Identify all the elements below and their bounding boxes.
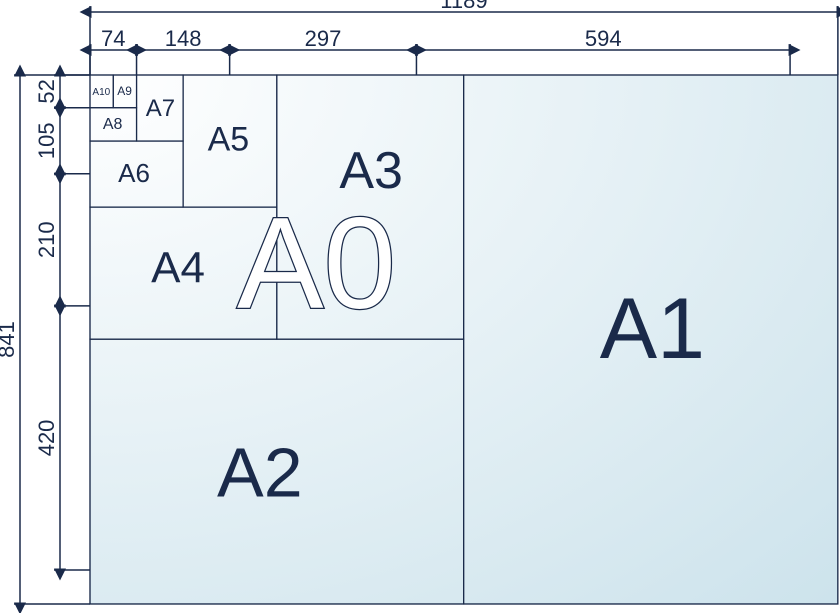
label-a3: A3: [339, 142, 403, 200]
label-a2: A2: [217, 433, 303, 511]
dim-top-seg-label: 297: [305, 26, 342, 51]
dim-left-seg-label: 210: [34, 221, 59, 258]
label-a5: A5: [208, 120, 250, 158]
label-a6: A6: [118, 158, 150, 188]
label-a10: A10: [92, 87, 110, 98]
dim-left-seg-label: 420: [34, 420, 59, 457]
paper-size-diagram: A0 A1 A2 A3 A4 A5 A6 A7 A8 A9 A10 1189 74 148 297 594 84…: [0, 0, 840, 613]
label-a8: A8: [103, 116, 123, 133]
dim-left-overall-label: 841: [0, 321, 19, 358]
dim-top-seg-label: 74: [101, 26, 125, 51]
label-a1: A1: [600, 281, 705, 377]
label-a0: A0: [237, 190, 396, 336]
dim-left-seg-label: 52: [34, 79, 59, 103]
dim-top-overall-label: 1189: [440, 0, 487, 13]
dim-left-seg-label: 105: [34, 122, 59, 159]
dim-top-seg-label: 594: [585, 26, 622, 51]
label-a4: A4: [151, 244, 205, 293]
label-a9: A9: [117, 84, 132, 98]
dim-top-seg-label: 148: [165, 26, 202, 51]
label-a7: A7: [146, 95, 175, 122]
